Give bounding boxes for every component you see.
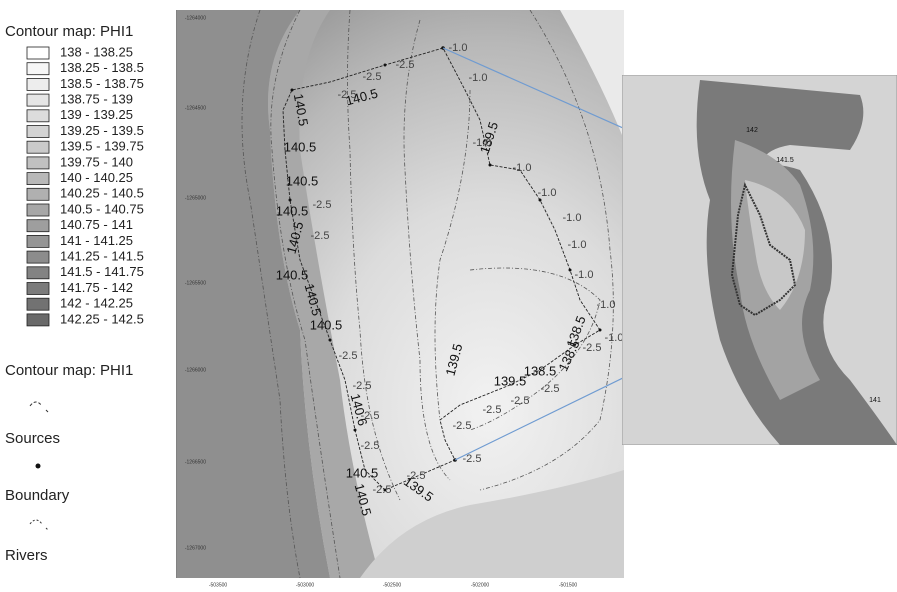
contour-label: -1.0	[473, 137, 492, 149]
contour-label: -2.5	[453, 420, 472, 432]
x-axis-label: -502000	[471, 582, 490, 588]
contour-label: -2.5	[361, 440, 380, 452]
contour-label: 140.5	[346, 465, 379, 480]
legend-title: Contour map: PHI1	[5, 362, 133, 379]
contour-label: -2.5	[363, 71, 382, 83]
legend-title: Rivers	[5, 547, 48, 564]
contour-label: -2.5	[313, 199, 332, 211]
source-symbol	[36, 464, 41, 469]
x-axis-label: -502500	[383, 582, 402, 588]
legend-swatch	[27, 94, 49, 106]
contour-label: -1.0	[568, 239, 587, 251]
legend-swatch	[27, 47, 49, 59]
contour-label: 140.5	[286, 173, 319, 188]
contour-label: 140.5	[276, 267, 309, 282]
y-axis-label: -1264000	[185, 15, 206, 21]
contour-label: -2.5	[361, 410, 380, 422]
inset-contour-label: 142	[746, 127, 758, 134]
contour-label: -2.5	[511, 395, 530, 407]
legend-label: 140.25 - 140.5	[60, 186, 144, 201]
legend-label: 138.25 - 138.5	[60, 60, 144, 75]
legend-swatch	[27, 283, 49, 295]
contour-label: -2.5	[339, 350, 358, 362]
legend-swatch	[27, 110, 49, 122]
legend-swatch	[27, 204, 49, 216]
y-axis-label: -1266000	[185, 367, 206, 373]
legend-label: 142 - 142.25	[60, 296, 133, 311]
legend-swatch	[27, 141, 49, 153]
y-axis-label: -1265000	[185, 195, 206, 201]
inset-contour-label: 141	[869, 397, 881, 404]
contour-label: 140.5	[276, 203, 309, 218]
legend-swatch	[27, 235, 49, 247]
y-axis-label: -1264500	[185, 105, 206, 111]
legend-label: 141.25 - 141.5	[60, 249, 144, 264]
legend-label: 139.75 - 140	[60, 154, 133, 169]
x-axis-label: -501500	[559, 582, 578, 588]
legend-label: 139.5 - 139.75	[60, 139, 144, 154]
legend-label: 140 - 140.25	[60, 170, 133, 185]
contour-label: -1.0	[563, 212, 582, 224]
legend-swatch	[27, 157, 49, 169]
contour-label: 138.5	[524, 363, 557, 378]
y-axis-label: -1266500	[185, 459, 206, 465]
legend-swatch	[27, 188, 49, 200]
inset-contour-label: 141.5	[776, 157, 794, 164]
legend-title: Sources	[5, 430, 60, 447]
legend-swatch	[27, 251, 49, 263]
legend-label: 138 - 138.25	[60, 44, 133, 59]
inset-map: 142 141.5 141	[622, 75, 897, 445]
contour-label: 140.5	[284, 139, 317, 154]
contour-label: -2.5	[396, 59, 415, 71]
legend-label: 141.5 - 141.75	[60, 264, 144, 279]
contour-label: -2.5	[541, 383, 560, 395]
legend-label: 141 - 141.25	[60, 233, 133, 248]
legend-swatch	[27, 126, 49, 138]
legend-label: 140.5 - 140.75	[60, 201, 144, 216]
legend-label: 138.5 - 138.75	[60, 76, 144, 91]
contour-label: -2.5	[373, 484, 392, 496]
legend-swatch	[27, 267, 49, 279]
contour-label: -1.0	[575, 269, 594, 281]
contour-label: -1.0	[513, 162, 532, 174]
y-axis-label: -1267000	[185, 545, 206, 551]
legend-title: Boundary	[5, 487, 70, 504]
contour-label: -2.5	[407, 470, 426, 482]
legend-swatch	[27, 298, 49, 310]
contour-label: -2.5	[483, 404, 502, 416]
legend-swatch	[27, 173, 49, 185]
contour-label: 140.5	[310, 317, 343, 332]
contour-label: -1.0	[605, 332, 624, 344]
legend-label: 139.25 - 139.5	[60, 123, 144, 138]
figure: Contour map: PHI1 138 - 138.25138.25 - 1…	[0, 0, 897, 592]
contour-label: -1.0	[597, 299, 616, 311]
legend-swatch	[27, 63, 49, 75]
contour-label: -2.5	[353, 380, 372, 392]
x-axis-label: -503000	[296, 582, 315, 588]
contour-label: 139.5	[494, 373, 527, 388]
legend-swatch	[27, 220, 49, 232]
contour-label: -1.0	[538, 187, 557, 199]
y-axis-label: -1265500	[185, 280, 206, 286]
legend-label: 142.25 - 142.5	[60, 311, 144, 326]
legend-swatch	[27, 78, 49, 90]
legend-label: 139 - 139.25	[60, 107, 133, 122]
figure-canvas: Contour map: PHI1 138 - 138.25138.25 - 1…	[0, 0, 897, 592]
legend-label: 140.75 - 141	[60, 217, 133, 232]
legend-title: Contour map: PHI1	[5, 23, 133, 40]
legend-label: 138.75 - 139	[60, 92, 133, 107]
x-axis-label: -503500	[209, 582, 228, 588]
legend-label: 141.75 - 142	[60, 280, 133, 295]
legend-swatch	[27, 314, 49, 326]
main-map: -1.0 -1.0 139.5 -1.0 -1.0 -1.0 -1.0 -1.0 -1.0 -1.…	[176, 10, 624, 578]
contour-label: -1.0	[469, 72, 488, 84]
contour-label: -2.5	[583, 342, 602, 354]
contour-label: -2.5	[311, 230, 330, 242]
